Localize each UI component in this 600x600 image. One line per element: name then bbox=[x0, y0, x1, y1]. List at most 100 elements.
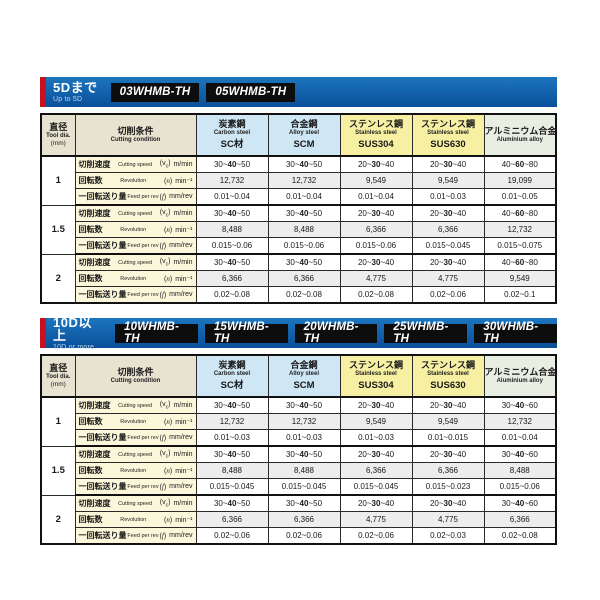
value-cell: 0.01~0.03 bbox=[267, 429, 341, 447]
column-header-stainless: ステンレス鋼 Stainless steel SUS304 bbox=[339, 113, 413, 157]
value-cell: 6,366 bbox=[195, 270, 269, 287]
model-chip: 20WHMB-TH bbox=[294, 321, 378, 345]
column-header-dia: 直径 Tool dia. (mm) bbox=[40, 354, 76, 398]
model-chip: 25WHMB-TH bbox=[384, 321, 468, 345]
table-header-row: 直径 Tool dia. (mm) 切削条件 Cutting condition 炭素鋼 C… bbox=[40, 354, 557, 398]
column-header-dia: 直径 Tool dia. (mm) bbox=[40, 113, 76, 157]
value-cell: 0.015~0.06 bbox=[483, 478, 557, 496]
red-accent-bar bbox=[40, 77, 46, 107]
tool-dia-cell: 1.5 bbox=[40, 204, 76, 255]
value-cell: 8,488 bbox=[267, 221, 341, 238]
condition-label-cell: 切削速度 Cutting speed (vc) m/min bbox=[74, 494, 197, 512]
condition-label-cell: 切削速度 Cutting speed (vc) m/min bbox=[74, 155, 197, 173]
value-cell: 4,775 bbox=[339, 270, 413, 287]
value-cell: 30~40~50 bbox=[195, 445, 269, 463]
value-cell: 0.01~0.04 bbox=[483, 429, 557, 447]
value-cell: 4,775 bbox=[411, 511, 485, 528]
value-cell: 30~40~60 bbox=[483, 445, 557, 463]
section-title-en: Up to 5D bbox=[53, 96, 83, 103]
table-row: 1 切削速度 Cutting speed (vc) m/min 30~40~50 30~40… bbox=[40, 155, 557, 206]
value-cell: 8,488 bbox=[195, 221, 269, 238]
section-5d: 5Dまで Up to 5D 03WHMB-TH 05WHMB-TH 直径 Tool … bbox=[40, 77, 557, 304]
column-header-alloy-steel: 合金鋼 Alloy steel SCM bbox=[267, 354, 341, 398]
value-cell: 30~40~50 bbox=[267, 396, 341, 414]
condition-label-cell: 一回転送り量 Feed per rev (f) mm/rev bbox=[74, 237, 197, 255]
value-cell: 20~30~40 bbox=[339, 204, 413, 222]
value-cell: 12,732 bbox=[483, 221, 557, 238]
value-cell: 6,366 bbox=[339, 221, 413, 238]
table-row: 一回転送り量 Feed per rev (f) mm/rev 0.02~0.08 0.02… bbox=[41, 286, 557, 304]
condition-label-cell: 切削速度 Cutting speed (vc) m/min bbox=[74, 445, 197, 463]
value-cell: 20~30~40 bbox=[339, 445, 413, 463]
value-cell: 12,732 bbox=[267, 413, 341, 430]
value-cell: 40~60~80 bbox=[483, 204, 557, 222]
value-cell: 9,549 bbox=[483, 270, 557, 287]
table-row: 2 切削速度 Cutting speed (vc) m/min 30~40~50 30~40… bbox=[40, 494, 557, 545]
value-cell: 9,549 bbox=[411, 413, 485, 430]
section-title-jp: 5Dまで bbox=[53, 80, 98, 95]
column-header-alloy-steel: 合金鋼 Alloy steel SCM bbox=[267, 113, 341, 157]
model-chip: 10WHMB-TH bbox=[115, 321, 198, 345]
value-cell: 30~40~50 bbox=[267, 253, 341, 271]
value-cell: 4,775 bbox=[339, 511, 413, 528]
value-cell: 0.02~0.06 bbox=[411, 286, 485, 304]
column-header-stainless: ステンレス鋼 Stainless steel SUS304 bbox=[339, 354, 413, 398]
value-cell: 6,366 bbox=[267, 511, 341, 528]
table-row: 1.5 切削速度 Cutting speed (vc) m/min 30~40~50 30~… bbox=[40, 204, 557, 255]
value-cell: 9,549 bbox=[339, 413, 413, 430]
value-cell: 0.015~0.075 bbox=[483, 237, 557, 255]
value-cell: 30~40~50 bbox=[195, 253, 269, 271]
value-cell: 20~30~40 bbox=[339, 494, 413, 512]
tool-dia-cell: 2 bbox=[40, 494, 76, 545]
value-cell: 30~40~50 bbox=[267, 204, 341, 222]
value-cell: 20~30~40 bbox=[339, 253, 413, 271]
table-row: 回転数 Revolution (n) min⁻¹ 6,366 6,366 4,775 4,77… bbox=[41, 511, 557, 528]
condition-label-cell: 回転数 Revolution (n) min⁻¹ bbox=[74, 270, 197, 287]
column-header-cond: 切削条件 Cutting condition bbox=[74, 113, 197, 157]
value-cell: 0.01~0.04 bbox=[195, 188, 269, 206]
value-cell: 6,366 bbox=[339, 462, 413, 479]
value-cell: 0.02~0.08 bbox=[339, 286, 413, 304]
table-row: 一回転送り量 Feed per rev (f) mm/rev 0.01~0.04 0.01… bbox=[41, 188, 557, 206]
model-chip: 30WHMB-TH bbox=[474, 321, 558, 345]
tool-dia-cell: 2 bbox=[40, 253, 76, 304]
column-header-carbon-steel: 炭素鋼 Carbon steel SC材 bbox=[195, 113, 269, 157]
table-row: 一回転送り量 Feed per rev (f) mm/rev 0.015~0.06 0.0… bbox=[41, 237, 557, 255]
section-title-block: 5Dまで Up to 5D bbox=[53, 81, 98, 103]
table-row: 一回転送り量 Feed per rev (f) mm/rev 0.02~0.06 0.02… bbox=[41, 527, 557, 545]
value-cell: 30~40~50 bbox=[195, 396, 269, 414]
value-cell: 0.02~0.08 bbox=[267, 286, 341, 304]
value-cell: 4,775 bbox=[411, 270, 485, 287]
condition-label-cell: 一回転送り量 Feed per rev (f) mm/rev bbox=[74, 478, 197, 496]
value-cell: 30~40~50 bbox=[195, 155, 269, 173]
table-row: 回転数 Revolution (n) min⁻¹ 6,366 6,366 4,775 4,77… bbox=[41, 270, 557, 287]
value-cell: 0.01~0.04 bbox=[339, 188, 413, 206]
section-title-en: 10D or more bbox=[53, 343, 95, 351]
value-cell: 6,366 bbox=[195, 511, 269, 528]
value-cell: 12,732 bbox=[483, 413, 557, 430]
value-cell: 12,732 bbox=[267, 172, 341, 189]
value-cell: 20~30~40 bbox=[339, 155, 413, 173]
tool-dia-cell: 1.5 bbox=[40, 445, 76, 496]
table-row: 2 切削速度 Cutting speed (vc) m/min 30~40~50 30~40… bbox=[40, 253, 557, 304]
table-header-row: 直径 Tool dia. (mm) 切削条件 Cutting condition 炭素鋼 C… bbox=[40, 113, 557, 157]
value-cell: 30~40~60 bbox=[483, 494, 557, 512]
column-header-aluminium: アルミニウム合金 Aluminium alloy bbox=[483, 354, 557, 398]
value-cell: 0.015~0.045 bbox=[195, 478, 269, 496]
value-cell: 0.02~0.08 bbox=[195, 286, 269, 304]
value-cell: 30~40~50 bbox=[267, 155, 341, 173]
value-cell: 0.02~0.06 bbox=[195, 527, 269, 545]
condition-label-cell: 回転数 Revolution (n) min⁻¹ bbox=[74, 462, 197, 479]
table-row: 1 切削速度 Cutting speed (vc) m/min 30~40~50 30~40… bbox=[40, 396, 557, 447]
condition-label-cell: 一回転送り量 Feed per rev (f) mm/rev bbox=[74, 188, 197, 206]
section-title-block: 10D以上 10D or more bbox=[53, 316, 102, 351]
value-cell: 0.02~0.06 bbox=[339, 527, 413, 545]
value-cell: 0.02~0.1 bbox=[483, 286, 557, 304]
table-row: 回転数 Revolution (n) min⁻¹ 8,488 8,488 6,366 6,36… bbox=[41, 462, 557, 479]
column-header-carbon-steel: 炭素鋼 Carbon steel SC材 bbox=[195, 354, 269, 398]
value-cell: 20~30~40 bbox=[411, 494, 485, 512]
column-header-aluminium: アルミニウム合金 Aluminium alloy bbox=[483, 113, 557, 157]
condition-label-cell: 回転数 Revolution (n) min⁻¹ bbox=[74, 511, 197, 528]
value-cell: 20~30~40 bbox=[411, 155, 485, 173]
table-row: 回転数 Revolution (n) min⁻¹ 8,488 8,488 6,366 6,36… bbox=[41, 221, 557, 238]
